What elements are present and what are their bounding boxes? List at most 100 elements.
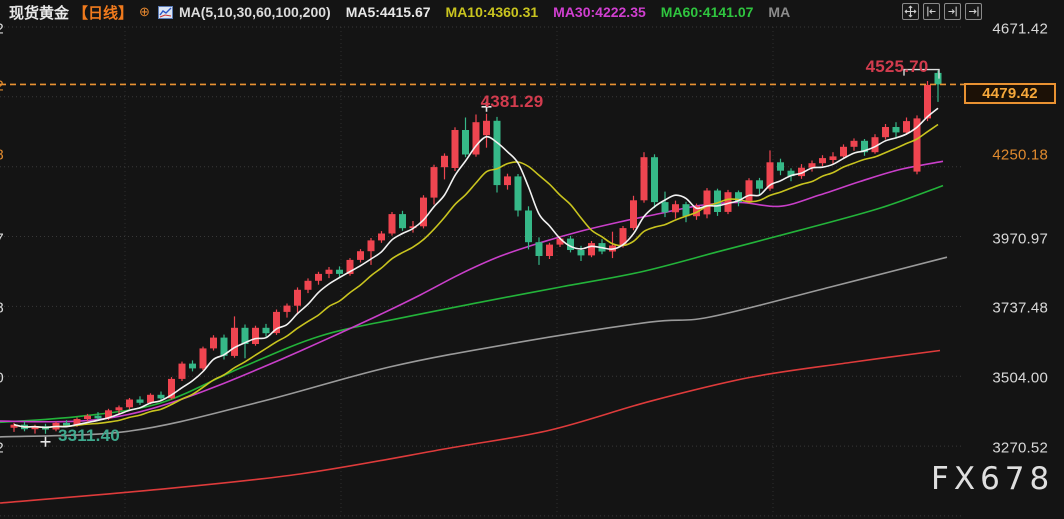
- candle-body: [882, 127, 889, 138]
- candle-body: [619, 228, 627, 246]
- candle-body: [409, 226, 417, 229]
- ma-line-ma60: [0, 184, 944, 424]
- candle-body: [315, 273, 322, 281]
- extreme-price-marker: [481, 101, 492, 112]
- candle-body: [115, 407, 123, 411]
- pan-move-icon: [904, 5, 917, 18]
- candle-body: [378, 233, 385, 241]
- shift-right-button[interactable]: [965, 3, 982, 20]
- ma100-value-truncated: MA: [768, 4, 791, 20]
- candle-body: [147, 394, 154, 403]
- axis-price-label: 3504.00: [992, 369, 1048, 387]
- ma-line-ma5: [13, 107, 939, 429]
- candle-body: [672, 204, 679, 213]
- ma-line-ma30: [0, 160, 944, 423]
- candle-body: [63, 422, 70, 426]
- candle-body: [294, 289, 301, 306]
- ma-line-ma200: [0, 349, 941, 504]
- candle-body: [640, 157, 648, 201]
- add-indicator-icon[interactable]: ⊕: [139, 4, 150, 19]
- chart-toolbar: [902, 3, 982, 20]
- candle-body: [441, 155, 448, 168]
- candle-body: [10, 424, 18, 428]
- candle-body: [714, 190, 721, 212]
- extreme-price-marker: [40, 436, 51, 447]
- candle-body: [535, 242, 543, 256]
- axis-partial-label: 0: [0, 370, 4, 387]
- candle-body: [231, 327, 238, 356]
- axis-partial-label: 8: [0, 300, 4, 317]
- candle-body: [514, 176, 522, 211]
- watermark: FX678: [931, 461, 1055, 497]
- candle-body: [420, 197, 427, 227]
- candle-body: [136, 399, 144, 403]
- candle-body: [913, 118, 921, 172]
- scale-left-icon: [927, 6, 936, 17]
- axis-price-label: 4671.42: [992, 20, 1048, 38]
- candle-body: [273, 311, 280, 334]
- candle-body: [241, 327, 249, 344]
- candle-body: [756, 180, 763, 189]
- candle-body: [462, 130, 469, 155]
- candle-body: [189, 363, 196, 369]
- ma60-value: MA60:4141.07: [660, 4, 754, 20]
- candle-body: [766, 162, 774, 189]
- candle-body: [735, 192, 742, 203]
- candle-body: [861, 140, 868, 153]
- candle-body: [283, 305, 291, 312]
- pan-move-button[interactable]: [902, 3, 919, 20]
- candle-body: [168, 378, 175, 399]
- ma30-value: MA30:4222.35: [553, 4, 646, 20]
- candle-body: [325, 269, 333, 274]
- candle-body: [829, 156, 837, 160]
- axis-price-label: 4250.18: [992, 146, 1048, 164]
- candle-body: [903, 121, 910, 133]
- candle-body: [178, 363, 186, 379]
- candle-body: [220, 337, 228, 356]
- scale-right-button[interactable]: [944, 3, 961, 20]
- candle-body: [871, 137, 879, 153]
- candle-body: [892, 127, 900, 133]
- candle-body: [157, 394, 165, 399]
- candle-body: [210, 337, 217, 349]
- price-annotation: 4381.29: [480, 92, 544, 111]
- timeframe-label: 【日线】: [73, 4, 134, 22]
- candle-body: [934, 72, 942, 85]
- candle-body: [724, 192, 732, 212]
- axis-partial-label: 2: [0, 21, 4, 38]
- candle-body: [525, 210, 532, 243]
- scale-left-button[interactable]: [923, 3, 940, 20]
- candle-body: [787, 170, 795, 177]
- last-price-tag: 4479.42: [964, 83, 1056, 104]
- candle-body: [651, 157, 658, 203]
- candle-body: [430, 167, 438, 198]
- chart-header: 现货黄金 【日线】 ⊕ MA(5,10,30,60,100,200) MA5:4…: [0, 0, 1064, 24]
- candle-body: [472, 122, 480, 155]
- candle-body: [682, 204, 690, 217]
- candle-body: [588, 243, 595, 256]
- ma-line-ma10: [13, 123, 939, 429]
- indicator-thumbnail-icon: [157, 5, 173, 19]
- ma-legend-params: MA(5,10,30,60,100,200): [178, 4, 331, 20]
- candle-body: [367, 240, 375, 252]
- candle-body: [451, 130, 459, 168]
- axis-price-label: 3270.52: [992, 439, 1048, 457]
- candle-body: [105, 410, 112, 419]
- symbol-name: 现货黄金: [9, 4, 70, 22]
- candle-body: [850, 140, 858, 147]
- candle-body: [798, 167, 805, 177]
- candle-body: [924, 84, 931, 119]
- candle-body: [262, 327, 270, 334]
- axis-partial-label: 8: [0, 147, 4, 164]
- candle-body: [483, 120, 490, 136]
- candle-body: [31, 426, 39, 430]
- candle-body: [703, 190, 711, 215]
- ma5-value: MA5:4415.67: [345, 4, 431, 20]
- candle-body: [126, 399, 133, 408]
- candle-body: [504, 176, 511, 186]
- ma-line-ma100: [0, 256, 948, 438]
- candle-body: [693, 206, 700, 217]
- candle-body: [336, 269, 343, 274]
